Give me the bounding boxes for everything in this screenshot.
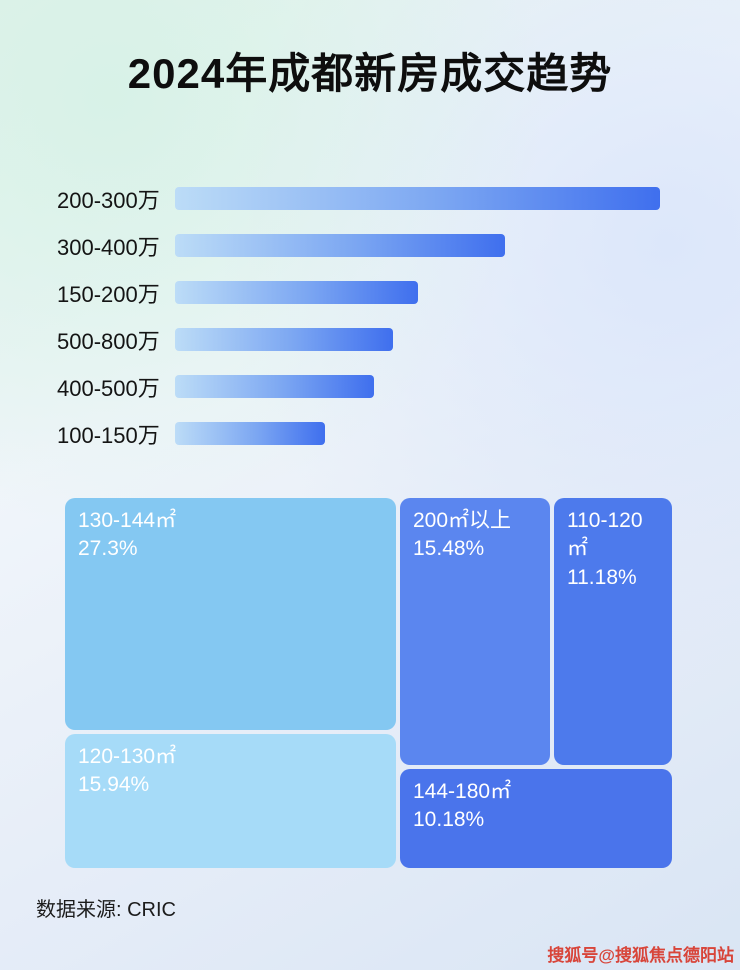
treemap-block-value: 27.3% <box>78 537 138 561</box>
treemap-block: 200㎡以上 15.48% <box>400 498 550 765</box>
treemap-block-value: 15.94% <box>78 773 150 797</box>
bar-category-label: 300-400万 <box>57 234 160 260</box>
treemap-block-label: 130-144㎡ <box>78 509 177 532</box>
treemap-block-value: 11.18% <box>567 565 637 589</box>
page-title: 2024年成都新房成交趋势 <box>127 50 613 97</box>
bar-category-label: 500-800万 <box>57 328 160 354</box>
treemap-block: 110-120㎡ 11.18% <box>554 498 672 765</box>
bar-row: 500-800万 <box>57 316 697 363</box>
treemap-block-label: 120-130㎡ <box>78 745 177 768</box>
bar-category-label: 150-200万 <box>57 281 160 307</box>
bar <box>175 375 374 398</box>
bar <box>175 422 325 445</box>
price-band-bar-chart: 200-300万 300-400万 150-200万 500-800万 400-… <box>57 175 697 457</box>
treemap-block-value: 10.18% <box>413 808 485 832</box>
bar-row: 300-400万 <box>57 222 697 269</box>
bar-category-label: 200-300万 <box>57 187 160 213</box>
bar <box>175 328 393 351</box>
bar-row: 200-300万 <box>57 175 697 222</box>
treemap-block-label: 110-120㎡ <box>567 509 643 561</box>
bar <box>175 281 418 304</box>
treemap-block: 130-144㎡ 27.3% <box>65 498 396 730</box>
treemap-block-label: 144-180㎡ <box>413 780 512 803</box>
bar-row: 100-150万 <box>57 410 697 457</box>
bar <box>175 187 660 210</box>
bar-category-label: 100-150万 <box>57 422 160 448</box>
bar-row: 400-500万 <box>57 363 697 410</box>
treemap-block: 144-180㎡ 10.18% <box>400 769 672 868</box>
bar-row: 150-200万 <box>57 269 697 316</box>
treemap-block-value: 15.48% <box>413 537 485 561</box>
area-share-treemap: 130-144㎡ 27.3% 200㎡以上 15.48% 110-120㎡ 11… <box>65 498 672 868</box>
bar-category-label: 400-500万 <box>57 375 160 401</box>
treemap-block: 120-130㎡ 15.94% <box>65 734 396 868</box>
watermark: 搜狐号@搜狐焦点德阳站 <box>547 946 734 965</box>
bar <box>175 234 505 257</box>
treemap-block-label: 200㎡以上 <box>413 509 512 532</box>
data-source: 数据来源: CRIC <box>36 899 176 921</box>
